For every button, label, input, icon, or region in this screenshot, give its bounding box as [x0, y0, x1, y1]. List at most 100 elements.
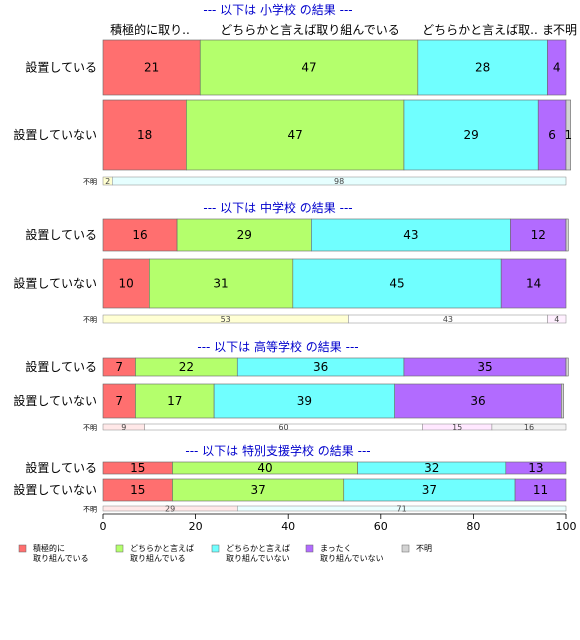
- unknown-data-label: 71: [397, 505, 407, 514]
- bar-segment: [149, 258, 294, 309]
- legend-label: 不明: [416, 544, 432, 553]
- unknown-data-label: 43: [443, 315, 453, 324]
- bar-segment: [565, 218, 569, 252]
- legend-label: 取り組んでいない: [320, 553, 384, 563]
- bar-segment: [199, 39, 419, 96]
- data-label: 29: [463, 128, 478, 142]
- row-label: 設置している: [25, 227, 97, 242]
- unknown-data-label: 15: [452, 423, 462, 432]
- top-header-label: ま: [542, 23, 554, 37]
- x-tick-label: 0: [100, 520, 107, 533]
- x-tick-label: 100: [556, 520, 577, 533]
- panel-title: --- 以下は 高等学校 の結果 ---: [197, 339, 358, 354]
- bar-segment: [394, 383, 562, 419]
- unknown-data-label: 60: [278, 423, 288, 432]
- row-label: 設置している: [25, 460, 97, 475]
- data-label: 29: [237, 228, 252, 242]
- data-label: 36: [470, 394, 485, 408]
- legend-label: 取り組んでいる: [130, 553, 186, 563]
- row-label: 設置していない: [13, 127, 97, 142]
- top-header-label: どちらかと言えば取り組んでいる: [220, 23, 399, 37]
- legend-label: 取り組んでいない: [226, 553, 290, 563]
- data-label: 37: [422, 483, 437, 497]
- bar-segment: [565, 357, 569, 377]
- bar-segment: [547, 39, 567, 96]
- panel-title: --- 以下は 特別支援学校 の結果 ---: [185, 443, 370, 458]
- unknown-row-label: 不明: [83, 316, 97, 324]
- data-label: 43: [403, 228, 418, 242]
- unknown-row-label: 不明: [83, 506, 97, 514]
- data-label: 7: [115, 360, 123, 374]
- row-label: 設置していない: [13, 482, 97, 497]
- bar-segment: [176, 218, 312, 252]
- legend-label: どちらかと言えば: [130, 543, 194, 553]
- data-label: 32: [424, 461, 439, 475]
- unknown-data-label: 53: [221, 315, 231, 324]
- panel-title: --- 以下は 小学校 の結果 ---: [203, 2, 352, 17]
- data-label: 14: [526, 277, 541, 291]
- data-label: 12: [531, 228, 546, 242]
- bar-segment: [510, 218, 567, 252]
- row-label: 設置している: [25, 359, 97, 374]
- unknown-data-label: 4: [554, 315, 559, 324]
- legend-label: 積極的に: [33, 543, 65, 553]
- top-header-label: 積極的に取り..: [110, 22, 190, 37]
- data-label: 36: [313, 360, 328, 374]
- data-label: 17: [167, 394, 182, 408]
- unknown-segment: [112, 176, 567, 186]
- data-label: 15: [130, 483, 145, 497]
- row-label: 設置していない: [13, 393, 97, 408]
- data-label: 4: [553, 61, 561, 75]
- data-label: 31: [213, 277, 228, 291]
- data-label: 35: [477, 360, 492, 374]
- unknown-data-label: 2: [105, 177, 110, 186]
- legend-label: まったく: [320, 544, 352, 553]
- bar-segment: [537, 99, 567, 171]
- data-label: 6: [548, 128, 556, 142]
- x-tick-label: 60: [374, 520, 388, 533]
- x-tick-label: 20: [189, 520, 203, 533]
- unknown-data-label: 29: [165, 505, 175, 514]
- bar-segment: [102, 383, 136, 419]
- data-label: 1: [564, 128, 572, 142]
- data-label: 47: [288, 128, 303, 142]
- data-label: 7: [115, 394, 123, 408]
- x-tick-label: 80: [466, 520, 480, 533]
- legend-swatch: [115, 544, 124, 553]
- legend-label: 取り組んでいる: [33, 553, 89, 563]
- unknown-data-label: 9: [121, 423, 126, 432]
- top-header-label: どちらかと言えば取..: [422, 23, 538, 37]
- legend-swatch: [305, 544, 314, 553]
- data-label: 15: [130, 461, 145, 475]
- unknown-data-label: 98: [334, 177, 344, 186]
- data-label: 16: [132, 228, 147, 242]
- data-label: 47: [301, 61, 316, 75]
- panel-title: --- 以下は 中学校 の結果 ---: [203, 200, 352, 215]
- bar-segment: [500, 258, 567, 309]
- data-label: 40: [257, 461, 272, 475]
- unknown-row-label: 不明: [83, 424, 97, 432]
- data-label: 28: [475, 61, 490, 75]
- data-label: 37: [250, 483, 265, 497]
- bar-segment: [505, 461, 567, 475]
- data-label: 45: [389, 277, 404, 291]
- bar-segment: [186, 99, 405, 171]
- unknown-data-label: 16: [524, 423, 534, 432]
- bar-segment: [403, 99, 539, 171]
- legend-swatch: [401, 544, 410, 553]
- bar-segment: [565, 99, 571, 171]
- top-header-label: 不明: [553, 23, 577, 37]
- bar-segment: [102, 218, 178, 252]
- legend-swatch: [18, 544, 27, 553]
- data-label: 18: [137, 128, 152, 142]
- data-label: 13: [528, 461, 543, 475]
- legend-label: どちらかと言えば: [226, 543, 290, 553]
- data-label: 21: [144, 61, 159, 75]
- bar-segment: [213, 383, 395, 419]
- bar-segment: [102, 258, 150, 309]
- bar-segment: [514, 478, 567, 502]
- data-label: 39: [297, 394, 312, 408]
- data-label: 10: [119, 277, 134, 291]
- bar-segment: [102, 99, 187, 171]
